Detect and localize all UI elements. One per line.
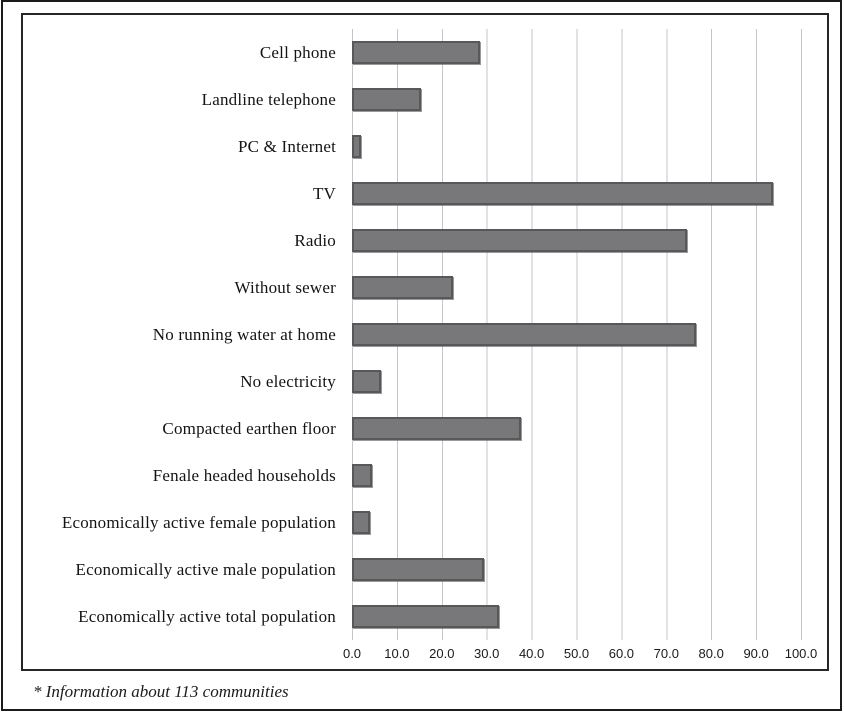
bar: [352, 135, 361, 158]
category-label: Compacted earthen floor: [162, 418, 336, 438]
axis-tick-label: 0.0: [342, 646, 362, 661]
chart-row: Cell phone: [23, 29, 802, 76]
bar-track: [352, 546, 802, 593]
bar-track: [352, 217, 802, 264]
chart-row: Economically active male population: [23, 546, 802, 593]
axis-tick-label: 10.0: [384, 646, 410, 661]
bar-track: [352, 499, 802, 546]
bar: [352, 182, 774, 205]
category-label: No running water at home: [152, 324, 336, 344]
bar: [352, 323, 697, 346]
category-label: Cell phone: [259, 42, 336, 62]
footnote: * Information about 113 communities: [33, 682, 289, 701]
bar: [352, 88, 421, 111]
category-label: Fenale headed households: [152, 465, 336, 485]
axis-tick-label: 80.0: [698, 646, 724, 661]
chart-row: Fenale headed households: [23, 452, 802, 499]
axis-tick-label: 70.0: [653, 646, 679, 661]
category-label: Without sewer: [234, 277, 336, 297]
x-axis-tick-labels: 0.0 10.0 20.0 30.0 40.0 50.0 60.0 70.0 80.0 90.0 1…: [343, 646, 817, 664]
bar-track: [352, 123, 802, 170]
chart-row: No running water at home: [23, 311, 802, 358]
bar-track: [352, 311, 802, 358]
bar-track: [352, 358, 802, 405]
chart-row: Without sewer: [23, 264, 802, 311]
chart-frame: Cell phone Landline telephone PC & Interne…: [21, 13, 829, 671]
axis-tick-label: 30.0: [474, 646, 500, 661]
bar: [352, 464, 372, 487]
axis-tick-label: 50.0: [563, 646, 590, 661]
bar-track: [352, 405, 802, 452]
chart-row: TV: [23, 170, 802, 217]
bar: [352, 370, 381, 393]
bar: [352, 41, 481, 64]
chart-row: Compacted earthen floor: [23, 405, 802, 452]
bar-track: [352, 76, 802, 123]
axis-tick-label: 20.0: [429, 646, 455, 661]
bar-track: [352, 170, 802, 217]
bar-rows: Cell phone Landline telephone PC & Interne…: [23, 29, 802, 640]
bar-track: [352, 264, 802, 311]
category-label: TV: [312, 183, 336, 203]
category-label: Radio: [294, 230, 336, 250]
bar: [352, 276, 454, 299]
bar: [352, 605, 499, 628]
category-label: Economically active male population: [75, 559, 336, 579]
category-label: Landline telephone: [201, 89, 336, 109]
chart-row: No electricity: [23, 358, 802, 405]
bar: [352, 417, 522, 440]
bar-track: [352, 593, 802, 640]
chart-row: PC & Internet: [23, 123, 802, 170]
category-label: Economically active total population: [78, 606, 336, 626]
bar: [352, 558, 484, 581]
chart-row: Economically active total population: [23, 593, 802, 640]
category-label: Economically active female population: [61, 512, 336, 532]
chart-row: Radio: [23, 217, 802, 264]
axis-tick-label: 60.0: [608, 646, 635, 661]
bar-track: [352, 29, 802, 76]
category-label: PC & Internet: [238, 136, 336, 156]
axis-tick-label: 90.0: [743, 646, 769, 661]
bar-track: [352, 452, 802, 499]
axis-tick-label: 100.0: [784, 646, 818, 661]
chart-row: Landline telephone: [23, 76, 802, 123]
bar: [352, 229, 687, 252]
axis-tick-label: 40.0: [518, 646, 545, 661]
category-label: No electricity: [240, 371, 336, 391]
bar: [352, 511, 370, 534]
chart-row: Economically active female population: [23, 499, 802, 546]
